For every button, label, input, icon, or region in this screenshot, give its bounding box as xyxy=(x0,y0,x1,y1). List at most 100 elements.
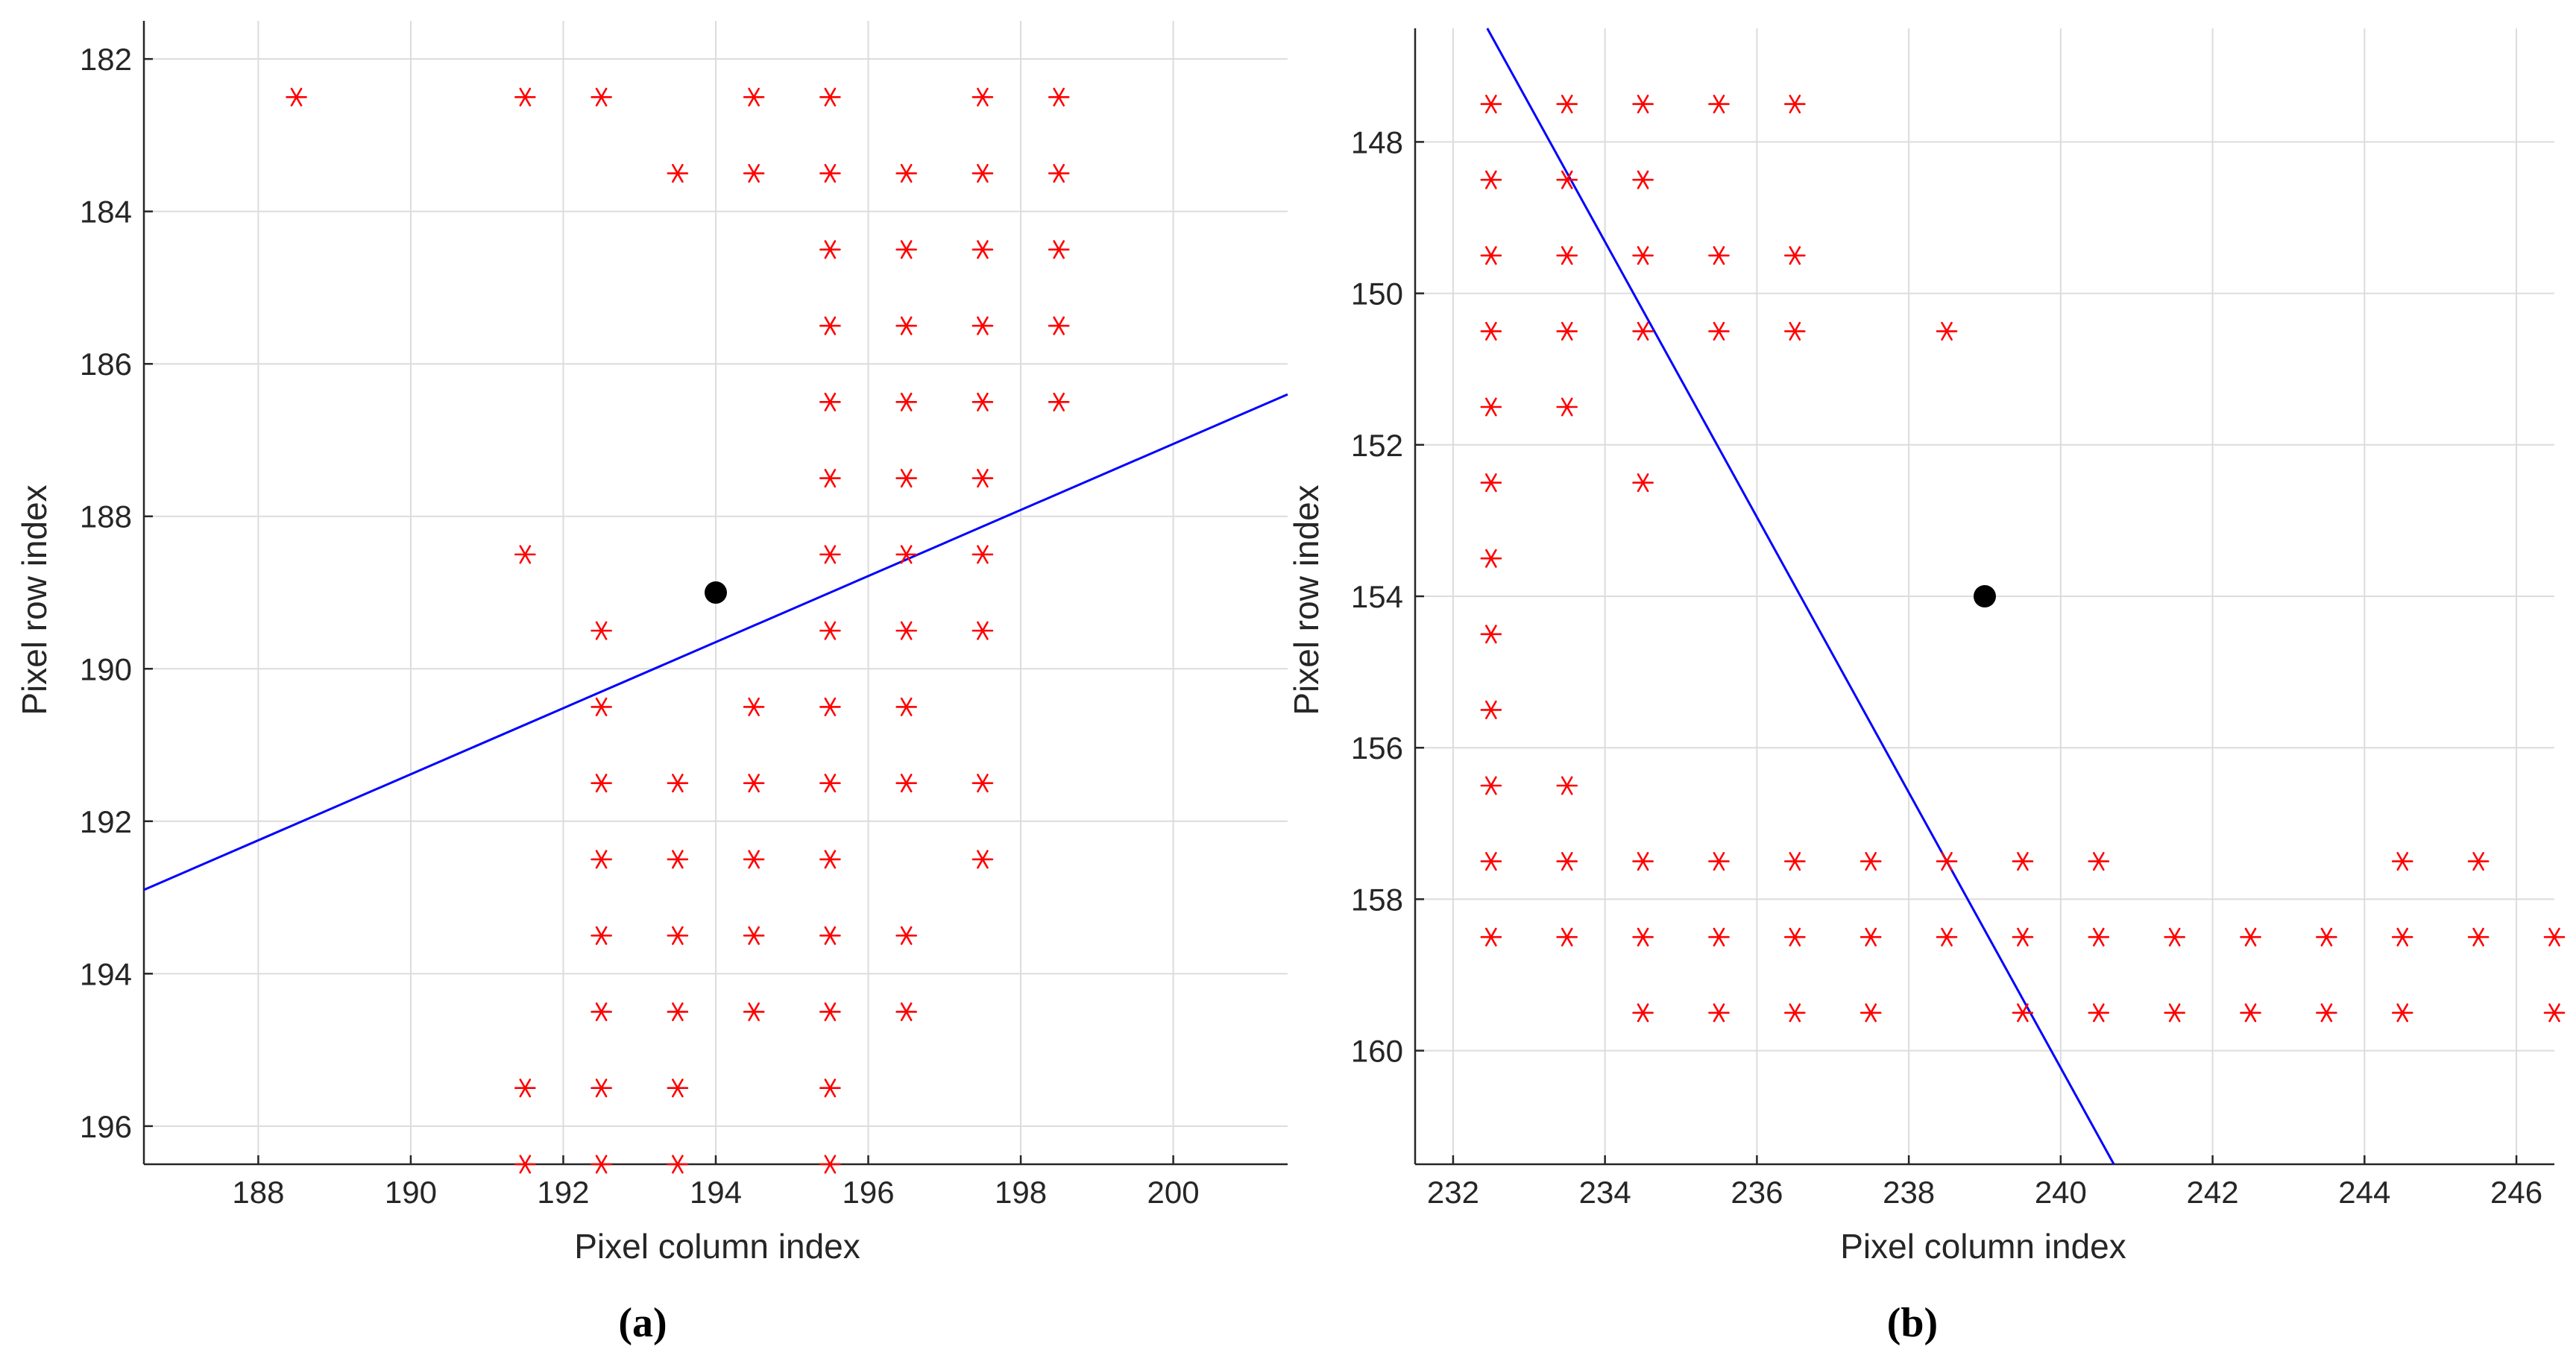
panel-b-data-point xyxy=(1784,321,1806,341)
asterisk-stroke xyxy=(900,697,913,716)
panel-a-data-point xyxy=(514,545,536,564)
panel-a-center-group xyxy=(705,581,727,604)
panel-a-y-tick-label: 186 xyxy=(80,347,132,382)
asterisk-stroke xyxy=(672,1155,684,1174)
panel-a-data-point xyxy=(819,163,841,183)
panel-a-data-point xyxy=(743,774,765,793)
asterisk-stroke xyxy=(2017,927,2029,947)
panel-a-data-point xyxy=(743,697,765,716)
panel-a-x-tick-label: 196 xyxy=(842,1175,894,1210)
asterisk-stroke xyxy=(824,621,837,640)
asterisk-stroke xyxy=(1789,246,1801,265)
asterisk-stroke xyxy=(1561,927,1573,947)
asterisk-stroke xyxy=(2093,927,2105,947)
asterisk-stroke xyxy=(977,316,989,335)
panel-b-data-point xyxy=(1936,927,1958,947)
asterisk-stroke xyxy=(748,1002,760,1022)
asterisk-stroke xyxy=(2548,1003,2560,1023)
panel-a-data-point xyxy=(971,240,994,259)
asterisk-stroke xyxy=(1713,321,1725,341)
panel-a-data-point xyxy=(591,1155,612,1174)
panel-b-data-point xyxy=(1784,927,1806,947)
panel-b-data-point xyxy=(1632,473,1654,493)
panel-b-x-tick-label: 236 xyxy=(1731,1175,1783,1210)
asterisk-stroke xyxy=(595,850,608,869)
panel-b-data-point xyxy=(2391,927,2413,947)
panel-a-data-point xyxy=(895,545,917,564)
panel-a-data-point xyxy=(971,621,994,640)
asterisk-stroke xyxy=(748,926,760,945)
asterisk-stroke xyxy=(1053,316,1065,335)
asterisk-stroke xyxy=(2093,852,2105,871)
panel-b-data-point xyxy=(2012,1003,2034,1023)
asterisk-stroke xyxy=(1561,95,1573,114)
panel-b-x-tick-label: 234 xyxy=(1579,1175,1631,1210)
panel-a-data-point xyxy=(895,392,917,411)
panel-b-points xyxy=(1480,95,2566,1023)
panel-a-data-point xyxy=(743,87,765,107)
panel-a-data-point xyxy=(591,1002,612,1022)
panel-b-data-point xyxy=(1480,321,1502,341)
panel-a-chart: 188 190 192 194 196 198 200 182 184 186 188 190 192 1… xyxy=(15,21,1288,1346)
asterisk-stroke xyxy=(824,1155,837,1174)
panel-b-x-tick-label: 238 xyxy=(1883,1175,1935,1210)
panel-b-data-point xyxy=(1480,397,1502,417)
panel-b-data-point xyxy=(2316,1003,2337,1023)
panel-a-data-point xyxy=(819,392,841,411)
panel-b-data-point xyxy=(1480,246,1502,265)
asterisk-stroke xyxy=(900,545,913,564)
panel-a-data-point xyxy=(667,1002,689,1022)
asterisk-stroke xyxy=(1789,321,1801,341)
panel-a-data-point xyxy=(971,545,994,564)
asterisk-stroke xyxy=(824,850,837,869)
panel-a-y-axis-label: Pixel row index xyxy=(15,484,54,715)
panel-b-data-point xyxy=(2316,927,2337,947)
panel-a-data-point xyxy=(819,316,841,335)
panel-a-ticks: 188 190 192 194 196 198 200 182 184 186 188 190 192 1… xyxy=(80,42,1200,1210)
panel-a-data-point xyxy=(971,316,994,335)
panel-b-data-point xyxy=(1708,927,1730,947)
asterisk-stroke xyxy=(1637,1003,1649,1023)
panel-a-data-point xyxy=(591,621,612,640)
panel-b-data-point xyxy=(1632,1003,1654,1023)
asterisk-stroke xyxy=(824,697,837,716)
asterisk-stroke xyxy=(595,697,608,716)
panel-a-data-point xyxy=(591,697,612,716)
asterisk-stroke xyxy=(977,392,989,411)
asterisk-stroke xyxy=(519,1079,532,1098)
panel-a-data-point xyxy=(819,1002,841,1022)
panel-a-data-point xyxy=(895,469,917,488)
panel-a-data-point xyxy=(895,697,917,716)
panel-a-data-point xyxy=(667,774,689,793)
asterisk-stroke xyxy=(900,621,913,640)
asterisk-stroke xyxy=(824,1002,837,1022)
panel-b-y-tick-label: 158 xyxy=(1351,882,1403,917)
panel-b-data-point xyxy=(1480,927,1502,947)
asterisk-stroke xyxy=(1485,852,1497,871)
asterisk-stroke xyxy=(1713,1003,1725,1023)
asterisk-stroke xyxy=(1789,1003,1801,1023)
panel-a-data-point xyxy=(819,87,841,107)
asterisk-stroke xyxy=(900,1002,913,1022)
panel-a-data-point xyxy=(971,774,994,793)
panel-a-data-point xyxy=(743,926,765,945)
panel-b-data-point xyxy=(2240,1003,2261,1023)
asterisk-stroke xyxy=(1561,776,1573,795)
panel-b-data-point xyxy=(2164,1003,2185,1023)
asterisk-stroke xyxy=(900,469,913,488)
panel-a-data-point xyxy=(895,240,917,259)
panel-b-data-point xyxy=(2543,927,2566,947)
asterisk-stroke xyxy=(1485,397,1497,417)
asterisk-stroke xyxy=(824,316,837,335)
panel-b-data-point xyxy=(2088,927,2110,947)
panel-b-data-point xyxy=(2088,1003,2110,1023)
asterisk-stroke xyxy=(977,774,989,793)
asterisk-stroke xyxy=(1637,170,1649,189)
asterisk-stroke xyxy=(1485,927,1497,947)
asterisk-stroke xyxy=(1941,852,1953,871)
panel-b-data-point xyxy=(1556,397,1578,417)
panel-a-y-tick-label: 192 xyxy=(80,804,132,839)
asterisk-stroke xyxy=(519,545,532,564)
asterisk-stroke xyxy=(2396,852,2409,871)
panel-a-data-point xyxy=(971,469,994,488)
